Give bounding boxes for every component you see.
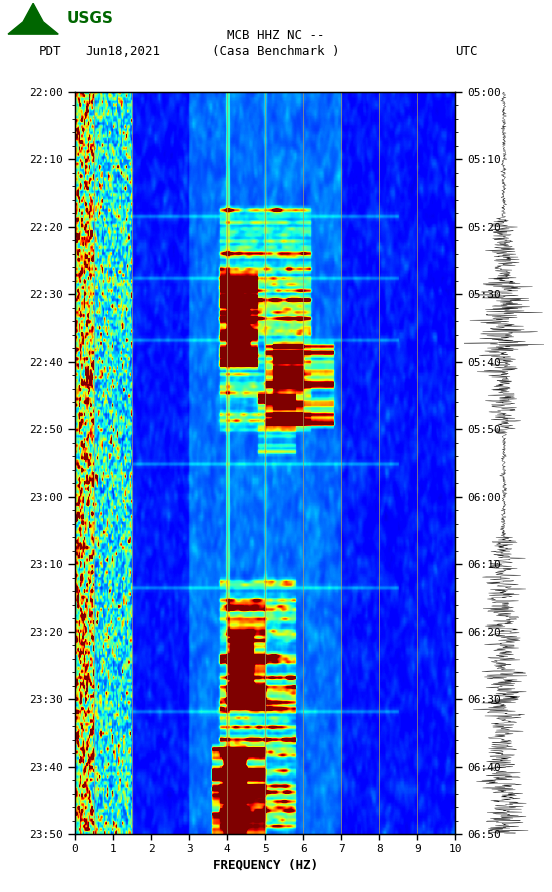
Text: MCB HHZ NC --: MCB HHZ NC --: [227, 29, 325, 42]
Polygon shape: [8, 4, 58, 34]
Text: (Casa Benchmark ): (Casa Benchmark ): [213, 45, 339, 58]
Text: Jun18,2021: Jun18,2021: [86, 45, 161, 58]
Text: PDT: PDT: [39, 45, 61, 58]
Text: USGS: USGS: [66, 12, 113, 26]
X-axis label: FREQUENCY (HZ): FREQUENCY (HZ): [213, 859, 318, 871]
Text: UTC: UTC: [455, 45, 478, 58]
